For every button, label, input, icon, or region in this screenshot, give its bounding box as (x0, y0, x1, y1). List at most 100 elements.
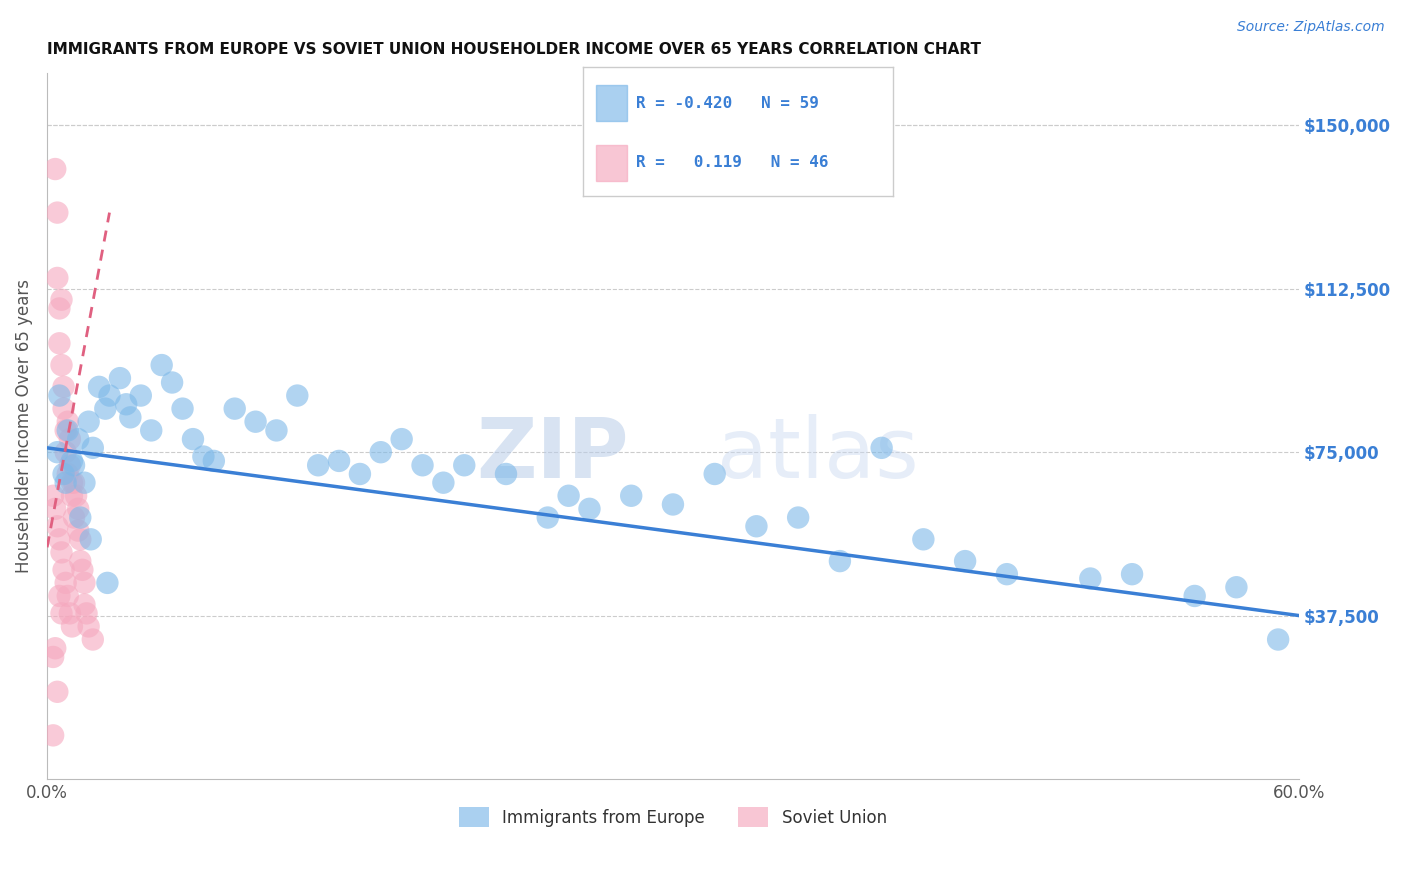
Point (181, 432, 204, 446)
Point (56, 589, 79, 603)
Point (51, 545, 73, 559)
Point (453, 458, 475, 473)
Point (56, 415, 79, 429)
Point (55, 475, 77, 490)
Point (349, 467, 371, 481)
Point (108, 371, 131, 385)
Legend: Immigrants from Europe, Soviet Union: Immigrants from Europe, Soviet Union (453, 800, 894, 834)
Point (745, 519, 768, 533)
Point (307, 458, 329, 473)
Point (42, 489, 65, 503)
Point (412, 458, 434, 473)
Point (63, 475, 86, 490)
Text: atlas: atlas (717, 414, 918, 495)
Point (224, 401, 246, 416)
Bar (596, 85, 627, 121)
Point (67, 501, 90, 516)
Point (73, 475, 96, 490)
Point (82, 441, 104, 455)
Text: IMMIGRANTS FROM EUROPE VS SOVIET UNION HOUSEHOLDER INCOME OVER 65 YEARS CORRELAT: IMMIGRANTS FROM EUROPE VS SOVIET UNION H… (46, 42, 981, 57)
Point (94, 401, 117, 416)
Point (52, 380, 75, 394)
Point (55, 424, 77, 438)
Point (59, 607, 82, 621)
Point (557, 489, 579, 503)
Point (328, 454, 350, 468)
Point (141, 424, 163, 438)
Point (995, 567, 1018, 582)
Point (67, 432, 90, 446)
Point (46, 205, 69, 219)
Point (495, 467, 517, 481)
Point (160, 376, 183, 390)
Point (55, 445, 77, 459)
Point (87, 380, 110, 394)
Point (51, 358, 73, 372)
Point (266, 424, 288, 438)
Point (703, 467, 725, 481)
Point (63, 510, 86, 524)
Point (172, 401, 194, 416)
Point (60, 454, 83, 468)
Point (52, 563, 75, 577)
Point (67, 524, 90, 538)
Point (76, 607, 98, 621)
Point (60, 619, 83, 633)
Point (42, 728, 65, 742)
Text: R =   0.119   N = 46: R = 0.119 N = 46 (636, 155, 828, 170)
Point (44, 501, 66, 516)
Point (44, 162, 66, 177)
Point (828, 554, 851, 568)
Point (120, 410, 142, 425)
Text: ZIP: ZIP (477, 414, 628, 495)
Point (42, 649, 65, 664)
Point (77, 619, 100, 633)
Point (285, 388, 308, 402)
Point (48, 301, 70, 316)
Text: R = -0.420   N = 59: R = -0.420 N = 59 (636, 95, 818, 111)
Point (953, 554, 976, 568)
Point (56, 424, 79, 438)
Point (620, 489, 643, 503)
Point (69, 533, 91, 547)
Point (245, 415, 267, 429)
Point (59, 432, 82, 446)
Point (59, 458, 82, 473)
Point (69, 554, 91, 568)
Text: Source: ZipAtlas.com: Source: ZipAtlas.com (1237, 20, 1385, 34)
Point (1121, 567, 1143, 582)
Point (1184, 589, 1206, 603)
Point (115, 397, 138, 411)
Point (912, 533, 935, 547)
Point (787, 510, 810, 524)
Point (1078, 572, 1101, 586)
Point (1225, 580, 1247, 594)
Point (48, 336, 70, 351)
Point (391, 432, 413, 446)
Point (69, 510, 91, 524)
Point (56, 467, 79, 481)
Point (72, 563, 94, 577)
Point (1267, 632, 1289, 647)
Point (370, 445, 392, 459)
Point (65, 489, 87, 503)
Point (60, 489, 83, 503)
Point (44, 641, 66, 656)
Point (150, 358, 173, 372)
Point (578, 501, 600, 516)
Bar (596, 145, 627, 181)
Point (73, 575, 96, 590)
Point (96, 575, 118, 590)
Point (202, 454, 225, 468)
Point (80, 533, 103, 547)
Point (48, 533, 70, 547)
Point (63, 458, 86, 473)
Point (46, 445, 69, 459)
Point (82, 632, 104, 647)
Point (48, 388, 70, 402)
Point (55, 575, 77, 590)
Point (46, 271, 69, 285)
Point (52, 401, 75, 416)
Point (48, 589, 70, 603)
Point (77, 415, 100, 429)
